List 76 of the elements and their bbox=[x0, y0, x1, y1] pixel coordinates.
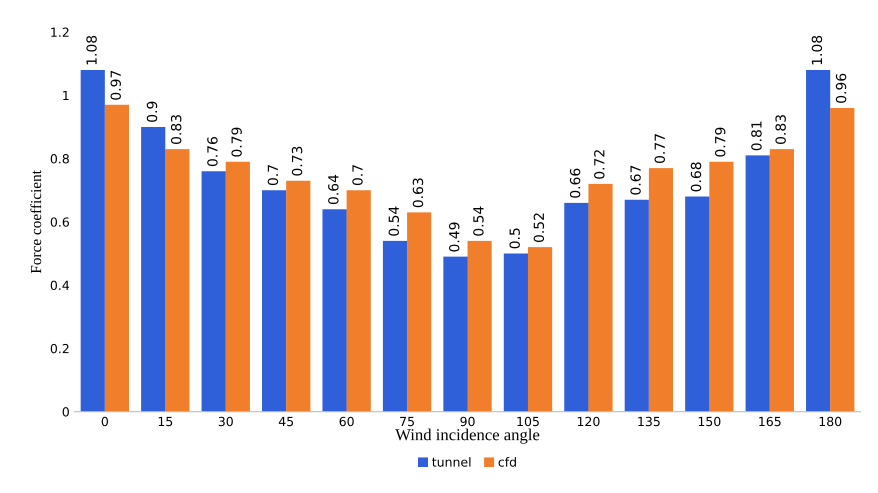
bar bbox=[830, 108, 854, 412]
data-label: 0.79 bbox=[231, 128, 242, 157]
data-label: 0.83 bbox=[170, 115, 182, 144]
x-tick-label: 60 bbox=[340, 416, 354, 426]
data-label: 0.54 bbox=[473, 206, 484, 236]
x-tick-label: 180 bbox=[820, 416, 842, 426]
x-axis-title: Wind incidence angle bbox=[395, 428, 540, 444]
bar bbox=[80, 70, 105, 412]
x-tick-label: 150 bbox=[698, 416, 720, 426]
data-label: 0.79 bbox=[714, 128, 726, 157]
bar bbox=[806, 70, 830, 412]
data-label: 0.96 bbox=[836, 74, 846, 103]
bar bbox=[286, 180, 310, 412]
bar bbox=[624, 200, 649, 412]
bar bbox=[709, 162, 734, 412]
bar bbox=[165, 149, 190, 412]
bar bbox=[468, 240, 492, 412]
data-label: 0.72 bbox=[594, 150, 605, 179]
data-label: 0.52 bbox=[534, 213, 544, 242]
bar bbox=[226, 162, 250, 412]
data-label: 0.64 bbox=[328, 174, 339, 204]
bar bbox=[346, 190, 371, 412]
data-label: 0.68 bbox=[690, 162, 702, 192]
y-tick-label: 0.2 bbox=[50, 344, 69, 354]
bar bbox=[382, 240, 408, 412]
legend-label: tunnel bbox=[432, 457, 470, 467]
x-tick-label: 45 bbox=[278, 416, 294, 426]
bar bbox=[770, 149, 794, 412]
data-label: 0.7 bbox=[352, 165, 363, 186]
data-label: 0.54 bbox=[388, 206, 400, 236]
data-label: 0.73 bbox=[292, 146, 302, 176]
x-tick-label: 75 bbox=[400, 416, 414, 426]
x-tick-label: 165 bbox=[759, 416, 781, 426]
data-label: 0.81 bbox=[751, 122, 762, 150]
x-tick-label: 120 bbox=[578, 416, 600, 426]
y-tick-label: 0.4 bbox=[50, 280, 70, 290]
data-label: 0.49 bbox=[448, 222, 460, 252]
bar bbox=[141, 126, 166, 412]
x-tick-label: 135 bbox=[638, 416, 660, 426]
x-tick-label: 105 bbox=[517, 416, 539, 426]
y-axis-title: Force coefficient bbox=[30, 170, 42, 274]
data-label: 1.08 bbox=[86, 36, 97, 64]
data-label: 0.5 bbox=[509, 228, 520, 248]
bar bbox=[564, 202, 588, 412]
y-tick-label: 1.2 bbox=[51, 28, 69, 37]
data-label: 0.9 bbox=[146, 102, 158, 122]
bar bbox=[407, 212, 432, 412]
data-label: 0.83 bbox=[775, 115, 786, 144]
bar bbox=[588, 184, 613, 412]
bar bbox=[685, 196, 710, 412]
bar bbox=[528, 247, 552, 412]
data-label: 0.76 bbox=[207, 137, 218, 166]
legend-label: cfd bbox=[498, 457, 516, 467]
bar bbox=[746, 155, 770, 412]
y-tick-label: 0.6 bbox=[50, 217, 69, 227]
y-tick-label: 1 bbox=[63, 90, 69, 100]
bar bbox=[104, 104, 130, 412]
data-label: 0.97 bbox=[110, 70, 121, 100]
data-label: 0.7 bbox=[268, 165, 278, 186]
bar bbox=[648, 168, 674, 412]
y-tick-label: 0.8 bbox=[50, 154, 69, 164]
x-tick-label: 15 bbox=[158, 416, 172, 426]
bar bbox=[443, 256, 468, 412]
y-tick-label: 0 bbox=[62, 407, 69, 417]
x-tick-label: 0 bbox=[102, 416, 108, 426]
bar bbox=[262, 190, 286, 412]
data-label: 0.77 bbox=[654, 134, 665, 163]
bar bbox=[322, 209, 347, 412]
bar bbox=[202, 171, 226, 412]
x-tick-label: 90 bbox=[460, 416, 475, 426]
bar bbox=[504, 253, 528, 412]
data-label: 0.63 bbox=[412, 178, 424, 208]
data-label: 1.08 bbox=[812, 36, 822, 64]
x-tick-label: 30 bbox=[218, 416, 233, 426]
data-label: 0.67 bbox=[630, 166, 641, 195]
data-label: 0.66 bbox=[570, 168, 580, 198]
